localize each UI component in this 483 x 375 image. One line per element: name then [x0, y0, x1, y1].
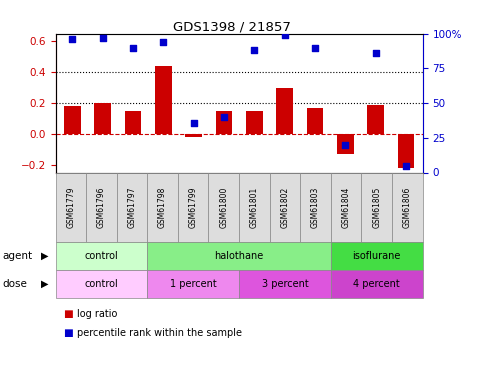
Text: control: control	[85, 251, 118, 261]
Point	[281, 32, 288, 38]
Point	[190, 120, 198, 126]
Point	[250, 47, 258, 53]
Text: GSM61797: GSM61797	[128, 186, 137, 228]
Point	[402, 163, 410, 169]
Text: GDS1398 / 21857: GDS1398 / 21857	[173, 21, 291, 34]
Text: GSM61798: GSM61798	[158, 186, 167, 228]
Bar	[155, 66, 171, 134]
Bar	[125, 111, 141, 134]
Text: 3 percent: 3 percent	[262, 279, 308, 289]
Text: control: control	[85, 279, 118, 289]
Text: 4 percent: 4 percent	[354, 279, 400, 289]
Point	[341, 142, 349, 148]
Point	[159, 39, 167, 45]
Point	[99, 35, 106, 41]
Text: 1 percent: 1 percent	[170, 279, 216, 289]
Point	[129, 45, 137, 51]
Text: halothane: halothane	[214, 251, 264, 261]
Text: ▶: ▶	[41, 279, 49, 289]
Bar	[398, 134, 414, 168]
Text: ▶: ▶	[41, 251, 49, 261]
Text: agent: agent	[2, 251, 32, 261]
Text: percentile rank within the sample: percentile rank within the sample	[77, 328, 242, 338]
Text: GSM61796: GSM61796	[97, 186, 106, 228]
Text: ■: ■	[63, 328, 72, 338]
Text: isoflurane: isoflurane	[353, 251, 401, 261]
Bar	[64, 106, 81, 134]
Bar	[246, 111, 263, 134]
Text: GSM61802: GSM61802	[281, 187, 289, 228]
Text: GSM61799: GSM61799	[189, 186, 198, 228]
Bar	[185, 134, 202, 137]
Text: GSM61804: GSM61804	[341, 186, 351, 228]
Point	[372, 50, 380, 56]
Bar	[215, 111, 232, 134]
Point	[311, 45, 319, 51]
Text: ■: ■	[63, 309, 72, 319]
Bar	[276, 88, 293, 134]
Text: GSM61800: GSM61800	[219, 186, 228, 228]
Bar	[337, 134, 354, 154]
Text: GSM61803: GSM61803	[311, 186, 320, 228]
Point	[69, 36, 76, 42]
Bar	[94, 103, 111, 134]
Point	[220, 114, 228, 120]
Bar	[367, 105, 384, 134]
Text: GSM61805: GSM61805	[372, 186, 381, 228]
Text: log ratio: log ratio	[77, 309, 118, 319]
Text: dose: dose	[2, 279, 28, 289]
Text: GSM61801: GSM61801	[250, 187, 259, 228]
Text: GSM61806: GSM61806	[403, 186, 412, 228]
Bar	[307, 108, 323, 134]
Text: GSM61779: GSM61779	[66, 186, 75, 228]
